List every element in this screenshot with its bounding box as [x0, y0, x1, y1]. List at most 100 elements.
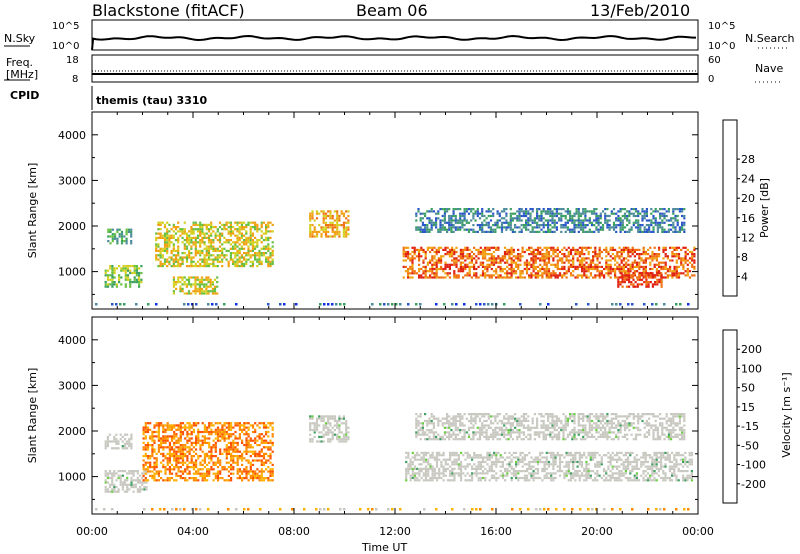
data-cell [490, 259, 493, 262]
data-cell [104, 281, 107, 284]
data-cell [206, 437, 209, 440]
data-cell [569, 250, 573, 254]
data-cell [251, 446, 255, 449]
data-cell [429, 261, 432, 264]
data-cell [241, 472, 244, 475]
data-cell [422, 272, 425, 275]
data-cell [658, 246, 661, 249]
data-cell [625, 270, 628, 273]
data-cell [424, 476, 428, 480]
data-cell [108, 440, 112, 443]
nsearch-label: N.Search [745, 32, 795, 45]
data-cell [510, 263, 513, 266]
data-cell [203, 285, 206, 288]
data-cell [126, 488, 129, 491]
data-cell [424, 214, 427, 218]
data-cell [172, 283, 175, 286]
data-cell [241, 455, 244, 458]
data-cell [531, 226, 534, 229]
data-cell [453, 263, 456, 266]
data-cell [479, 467, 482, 470]
data-cell [221, 466, 224, 469]
data-cell [126, 483, 129, 486]
data-cell [155, 422, 158, 425]
data-cell [331, 426, 334, 429]
data-cell [223, 236, 226, 239]
data-cell [198, 278, 201, 281]
data-cell [207, 236, 211, 239]
data-cell [422, 467, 425, 470]
data-cell [166, 258, 169, 261]
data-cell [643, 214, 646, 218]
data-cell [639, 228, 642, 231]
data-cell [210, 226, 213, 229]
data-cell [455, 460, 458, 464]
data-cell [232, 241, 235, 244]
data-cell [509, 224, 512, 227]
data-cell [493, 454, 496, 457]
data-cell [531, 230, 534, 233]
data-cell [431, 479, 434, 482]
data-cell [157, 428, 160, 431]
data-cell [508, 272, 511, 275]
data-cell [678, 228, 681, 231]
data-cell [463, 303, 466, 306]
data-cell [420, 470, 423, 473]
data-cell [567, 463, 570, 466]
data-cell [183, 256, 186, 259]
data-cell [181, 430, 185, 434]
data-cell [418, 472, 421, 475]
data-cell [504, 458, 507, 461]
data-cell [221, 254, 224, 257]
data-cell [241, 459, 244, 462]
data-cell [254, 430, 257, 434]
data-cell [510, 274, 513, 277]
data-cell [650, 219, 653, 222]
data-cell [442, 454, 445, 457]
data-cell [155, 435, 158, 438]
data-cell [453, 463, 456, 466]
data-cell [219, 459, 222, 462]
data-cell [216, 249, 219, 252]
data-cell [476, 208, 479, 211]
data-cell [322, 217, 325, 220]
data-cell [540, 212, 543, 215]
data-cell [676, 224, 679, 227]
data-cell [216, 247, 219, 250]
data-cell [236, 223, 239, 226]
data-cell [331, 417, 334, 420]
data-cell [424, 479, 428, 482]
data-cell [245, 470, 248, 473]
data-cell [123, 445, 127, 448]
data-cell [551, 230, 554, 233]
data-cell [232, 262, 235, 266]
data-cell [510, 270, 513, 273]
data-cell [260, 455, 263, 458]
data-cell [597, 230, 600, 233]
data-cell [192, 265, 195, 268]
data-cell [547, 272, 551, 275]
data-cell [130, 442, 133, 445]
data-cell [313, 431, 316, 434]
data-cell [422, 261, 425, 264]
data-cell [554, 454, 557, 457]
data-cell [126, 472, 129, 475]
data-cell [638, 257, 641, 260]
data-cell [223, 422, 226, 425]
data-cell [166, 260, 169, 263]
data-cell [223, 226, 226, 229]
data-cell [207, 230, 211, 233]
data-cell [430, 219, 433, 222]
data-cell [407, 250, 410, 254]
data-cell [232, 472, 235, 475]
data-cell [595, 212, 598, 215]
data-cell [470, 259, 473, 262]
data-cell [662, 265, 665, 268]
data-cell [490, 474, 493, 477]
data-cell [515, 463, 518, 466]
data-cell [619, 271, 622, 275]
data-cell [500, 226, 504, 229]
data-cell [468, 474, 471, 477]
data-cell [435, 221, 438, 224]
data-cell [194, 285, 197, 288]
